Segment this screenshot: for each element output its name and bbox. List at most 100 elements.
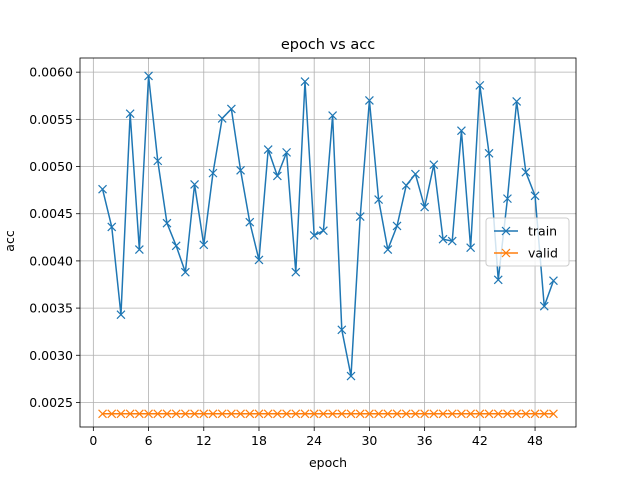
train-point [208, 168, 218, 178]
y-axis-label: acc [2, 230, 17, 252]
y-tick-label: 0.0025 [29, 395, 73, 410]
plot-frame [79, 57, 577, 428]
y-tick-label: 0.0045 [29, 206, 73, 221]
train-point [521, 167, 531, 177]
valid-point [208, 409, 218, 419]
train-point [116, 310, 126, 320]
valid-point [162, 409, 172, 419]
train-point [512, 96, 522, 106]
train-point [318, 226, 328, 236]
train-point [420, 202, 430, 212]
valid-point [309, 409, 319, 419]
valid-point [521, 409, 531, 419]
valid-point [116, 409, 126, 419]
train-point [300, 77, 310, 87]
train-point [236, 165, 246, 175]
train-point [503, 194, 512, 204]
valid-point [374, 409, 384, 419]
train-point [245, 217, 255, 227]
valid-point [549, 409, 558, 419]
valid-point [272, 409, 282, 419]
y-tick-label: 0.0050 [29, 159, 73, 174]
valid-point [134, 409, 144, 419]
chart-title: epoch vs acc [281, 37, 375, 53]
train-point [374, 195, 384, 204]
y-tick-label: 0.0060 [29, 65, 73, 80]
train-point [346, 371, 356, 381]
train-point [153, 156, 163, 166]
train-point [217, 113, 227, 123]
y-tick-label: 0.0035 [29, 301, 73, 316]
valid-point [226, 409, 236, 419]
train-point [180, 267, 190, 277]
series-layer [98, 71, 558, 419]
x-tick-label: 30 [361, 433, 377, 448]
valid-point [254, 409, 264, 419]
x-tick-label: 0 [89, 433, 97, 448]
valid-point [337, 409, 347, 419]
x-tick-label: 24 [306, 433, 322, 448]
legend-marker-valid [501, 248, 511, 258]
series-train [98, 71, 558, 381]
valid-point [300, 409, 310, 419]
train-point [328, 111, 338, 120]
x-axis-label: epoch [309, 455, 347, 470]
valid-point [493, 409, 503, 419]
train-point [438, 234, 448, 244]
train-point [475, 80, 485, 90]
valid-point [355, 409, 365, 419]
valid-point [346, 409, 356, 419]
train-point [190, 180, 199, 189]
train-point [254, 255, 264, 265]
valid-point [328, 409, 338, 419]
x-tick-label: 6 [145, 433, 153, 448]
y-tick-label: 0.0040 [29, 253, 73, 268]
train-point [134, 245, 144, 255]
train-point [98, 184, 107, 194]
valid-point [410, 409, 420, 419]
x-tick-label: 18 [251, 433, 267, 448]
x-tick-label: 12 [196, 433, 212, 448]
valid-point [392, 409, 402, 419]
legend-marker-train [501, 226, 511, 236]
valid-point [245, 409, 255, 419]
x-tick-label: 42 [472, 433, 488, 448]
valid-point [466, 409, 476, 419]
train-point [226, 104, 236, 114]
train-point [282, 147, 292, 157]
valid-point [318, 409, 328, 419]
valid-point [364, 409, 374, 419]
legend-item-valid: valid [494, 246, 558, 261]
train-point [263, 145, 273, 154]
train-point [539, 301, 549, 311]
valid-point [383, 409, 393, 419]
valid-point [530, 409, 540, 419]
valid-point [484, 409, 494, 419]
train-point [199, 240, 209, 250]
train-point [392, 221, 402, 231]
valid-point [282, 409, 292, 419]
train-point [466, 243, 476, 253]
y-tick-label: 0.0030 [29, 348, 73, 363]
x-tick-label: 48 [527, 433, 543, 448]
train-point [337, 325, 347, 335]
train-point [447, 236, 457, 246]
valid-point [420, 409, 430, 419]
legend-label-valid: valid [528, 246, 558, 261]
x-axis-ticks: 0 6 12 18 24 30 36 42 48 [89, 427, 543, 448]
valid-point [199, 409, 209, 419]
valid-point [457, 409, 466, 419]
train-point [309, 230, 319, 240]
valid-point [401, 409, 411, 419]
valid-point [153, 409, 163, 419]
train-point [355, 212, 365, 221]
legend-label-train: train [528, 224, 557, 239]
valid-point [107, 409, 117, 419]
axes [79, 57, 577, 428]
train-point [144, 71, 153, 81]
train-point [291, 267, 301, 277]
train-point [364, 96, 374, 105]
train-line [101, 75, 555, 377]
